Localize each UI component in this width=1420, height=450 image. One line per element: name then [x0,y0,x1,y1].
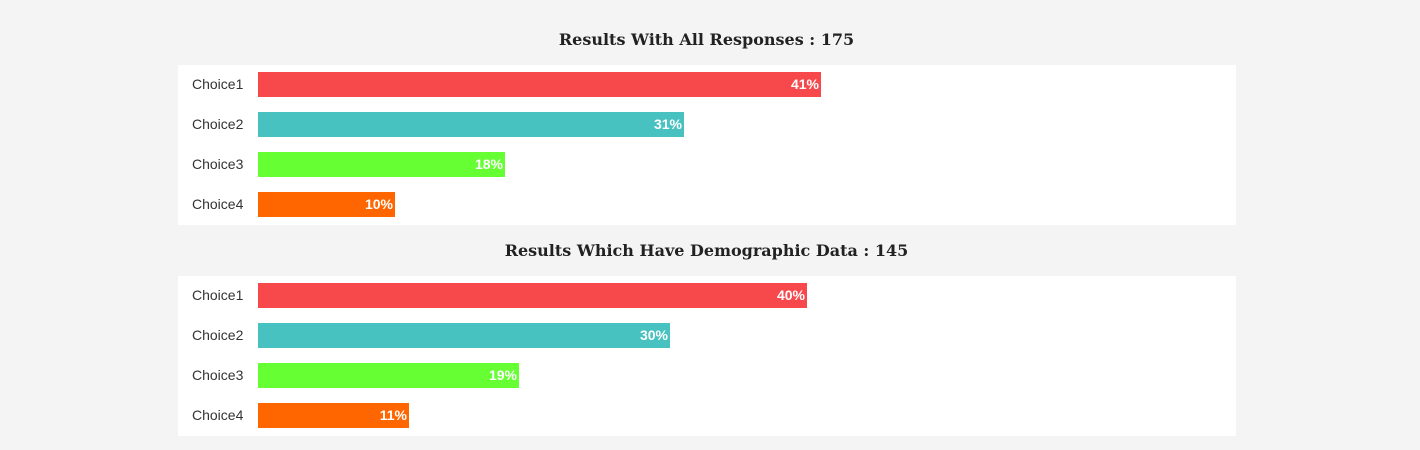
bar-row: Choice3 19% [178,363,1236,388]
bar: 18% [258,152,505,177]
bar: 11% [258,403,409,428]
bar-value-label: 41% [790,76,819,92]
bar-value-label: 31% [653,116,682,132]
bar-row: Choice4 10% [178,192,1236,217]
chart-panel: Choice1 41% Choice2 31% Choice3 18% Choi… [178,65,1236,225]
category-label: Choice4 [192,407,244,423]
bar: 31% [258,112,684,137]
bar-row: Choice1 40% [178,283,1236,308]
category-label: Choice2 [192,116,244,132]
bar-value-label: 19% [488,367,517,383]
bar: 30% [258,323,670,348]
category-label: Choice3 [192,156,244,172]
bar-row: Choice2 31% [178,112,1236,137]
category-label: Choice1 [192,76,244,92]
bar-row: Choice3 18% [178,152,1236,177]
chart-title: Results Which Have Demographic Data : 14… [504,241,909,260]
category-label: Choice3 [192,367,244,383]
bar-value-label: 40% [776,287,805,303]
bar: 10% [258,192,395,217]
bar: 40% [258,283,807,308]
bar-value-label: 11% [379,407,407,423]
chart-title: Results With All Responses : 175 [558,30,855,49]
category-label: Choice1 [192,287,244,303]
bar-value-label: 30% [639,327,668,343]
bar-row: Choice4 11% [178,403,1236,428]
category-label: Choice4 [192,196,244,212]
bar: 41% [258,72,821,97]
bar-row: Choice1 41% [178,72,1236,97]
bar-row: Choice2 30% [178,323,1236,348]
category-label: Choice2 [192,327,244,343]
chart-panel: Choice1 40% Choice2 30% Choice3 19% Choi… [178,276,1236,436]
bar-value-label: 18% [474,156,503,172]
bar-value-label: 10% [364,196,393,212]
bar: 19% [258,363,519,388]
